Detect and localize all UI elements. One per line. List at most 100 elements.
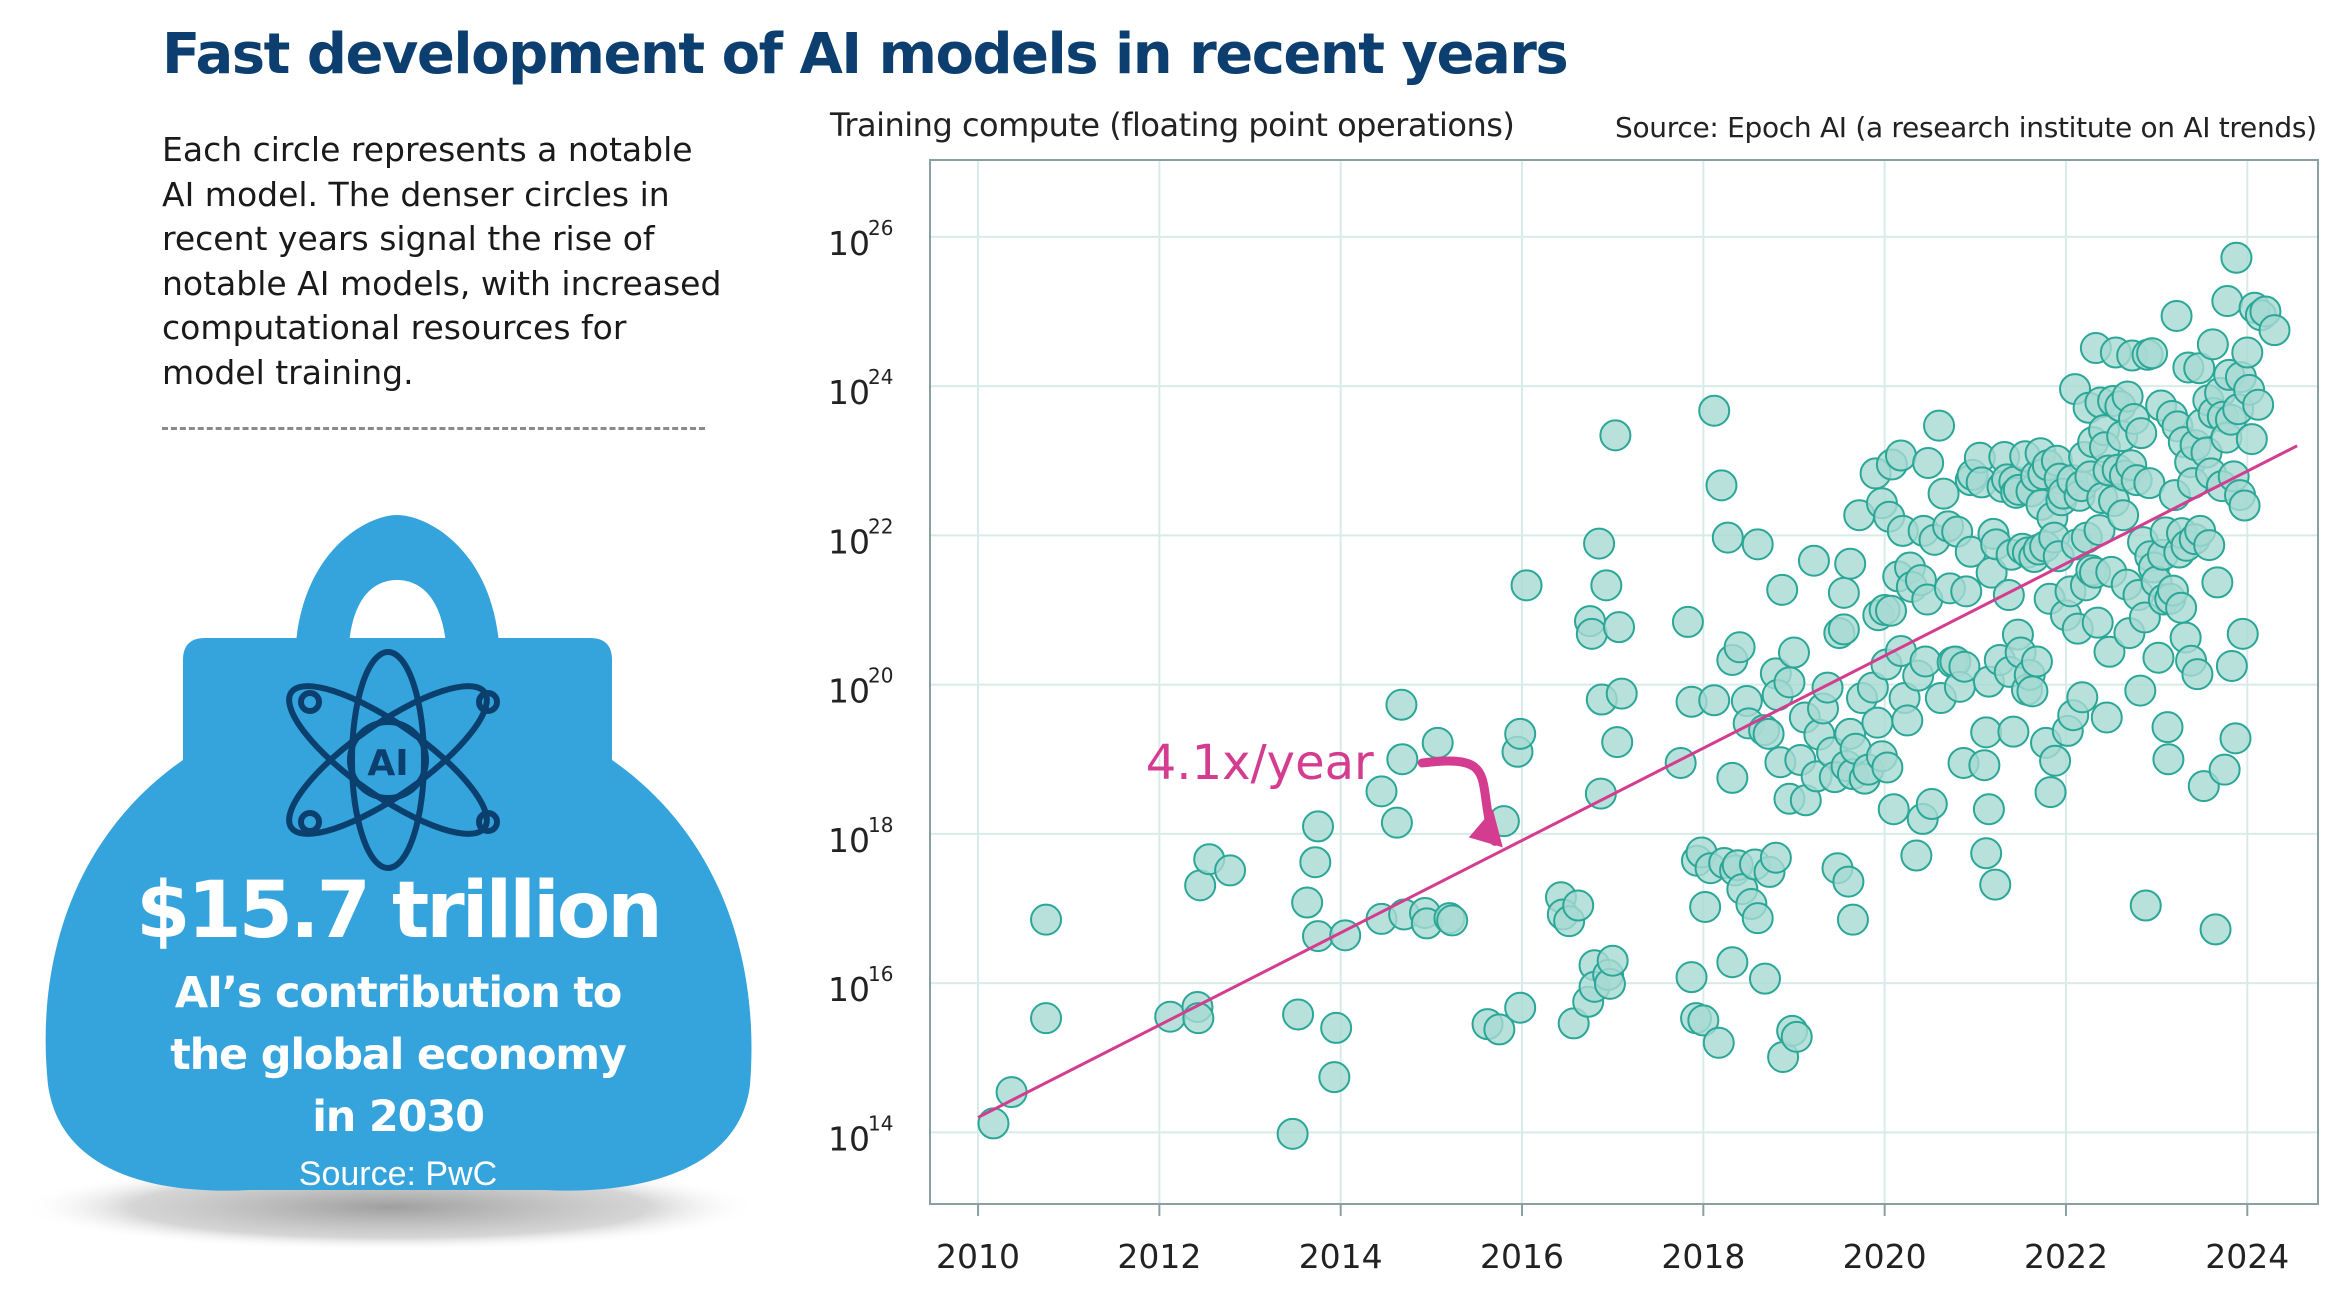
data-point — [1182, 1002, 1215, 1035]
y-tick-exponent: 20 — [868, 664, 893, 688]
ai-icon-text: AI — [367, 743, 408, 784]
stat-label-line-1: AI’s contribution to — [174, 968, 622, 1018]
y-tick-label: 10 — [828, 373, 870, 412]
data-point — [1915, 788, 1948, 821]
data-point — [1590, 569, 1623, 602]
data-point — [1320, 1011, 1353, 1044]
data-point — [2136, 337, 2169, 370]
data-point — [1948, 650, 1981, 683]
y-tick-label: 10 — [828, 224, 870, 263]
data-point — [2187, 770, 2220, 803]
data-point — [1030, 1002, 1063, 1035]
chart-source: Source: Epoch AI (a research institute o… — [1615, 111, 2317, 144]
data-point — [1385, 688, 1418, 721]
x-axis-ticks: 2010 2012 2014 2016 2018 2020 2022 2024 — [936, 1204, 2289, 1276]
data-point — [2081, 606, 2114, 639]
data-point — [2181, 658, 2214, 691]
data-point — [1705, 469, 1738, 502]
data-point — [1912, 446, 1945, 479]
data-point — [1716, 761, 1749, 794]
data-point — [2235, 423, 2268, 456]
data-point — [1603, 611, 1636, 644]
description: Each circle represents a notable AI mode… — [162, 130, 722, 392]
data-point — [2228, 489, 2261, 522]
data-point — [1711, 521, 1744, 554]
data-point — [1979, 868, 2012, 901]
data-point — [1698, 684, 1731, 717]
data-point — [1909, 645, 1942, 678]
x-tick-label: 2018 — [1661, 1237, 1745, 1276]
headline: Fast development of AI models in recent … — [162, 22, 1569, 87]
data-point — [2242, 388, 2275, 421]
section-divider — [162, 427, 705, 430]
x-tick-label: 2020 — [1843, 1237, 1927, 1276]
data-point — [1927, 477, 1960, 510]
stat-label: AI’s contribution to the global economy … — [100, 962, 696, 1148]
data-point — [1483, 1013, 1516, 1046]
data-point — [1871, 751, 1904, 784]
data-point — [1836, 903, 1869, 936]
data-points — [977, 241, 2291, 1150]
data-point — [2193, 529, 2226, 562]
data-point — [2211, 285, 2244, 318]
data-point — [2016, 675, 2049, 708]
x-tick-label: 2022 — [2024, 1237, 2108, 1276]
x-tick-label: 2010 — [936, 1237, 1020, 1276]
data-point — [1741, 902, 1774, 935]
x-tick-label: 2016 — [1480, 1237, 1564, 1276]
y-tick-exponent: 22 — [868, 514, 893, 538]
data-point — [2208, 753, 2241, 786]
data-point — [1827, 613, 1860, 646]
y-tick-label: 10 — [828, 1119, 870, 1158]
data-point — [1562, 889, 1595, 922]
data-point — [1601, 726, 1634, 759]
data-point — [1664, 746, 1697, 779]
data-point — [2152, 743, 2185, 776]
data-point — [1504, 991, 1537, 1024]
data-point — [1698, 394, 1731, 427]
stat-label-line-3: in 2030 — [312, 1092, 485, 1142]
data-point — [1970, 837, 2003, 870]
data-point — [1861, 706, 1894, 739]
data-point — [2231, 336, 2264, 369]
data-point — [1605, 677, 1638, 710]
data-point — [1797, 544, 1830, 577]
stat-value: $15.7 trillion — [136, 866, 663, 956]
data-point — [1950, 575, 1983, 608]
x-tick-label: 2012 — [1117, 1237, 1201, 1276]
y-axis-title: Training compute (floating point operati… — [830, 106, 1515, 144]
y-tick-label: 10 — [828, 821, 870, 860]
trend-line — [977, 444, 2298, 1119]
data-point — [2107, 499, 2140, 532]
data-point — [1748, 962, 1781, 995]
y-tick-exponent: 14 — [868, 1111, 893, 1135]
data-point — [1716, 946, 1749, 979]
y-tick-label: 10 — [828, 522, 870, 561]
data-point — [1675, 961, 1708, 994]
data-point — [1827, 576, 1860, 609]
data-point — [1380, 806, 1413, 839]
data-point — [1436, 904, 1469, 937]
data-point — [1884, 439, 1917, 472]
data-point — [1992, 579, 2025, 612]
data-point — [1702, 1026, 1735, 1059]
data-point — [2183, 352, 2216, 385]
bag-body — [45, 638, 752, 1191]
y-tick-label: 10 — [828, 970, 870, 1009]
data-point — [1834, 547, 1867, 580]
trend-arrow-head — [1468, 809, 1503, 848]
data-point — [1759, 841, 1792, 874]
data-point — [2258, 314, 2291, 347]
data-point — [1968, 749, 2001, 782]
data-point — [1773, 666, 1806, 699]
data-point — [1421, 726, 1454, 759]
data-point — [1689, 890, 1722, 923]
data-point — [1510, 569, 1543, 602]
data-point — [977, 1107, 1010, 1140]
data-point — [1365, 775, 1398, 808]
data-point — [1154, 1000, 1187, 1033]
data-point — [1741, 528, 1774, 561]
data-point — [1970, 716, 2003, 749]
